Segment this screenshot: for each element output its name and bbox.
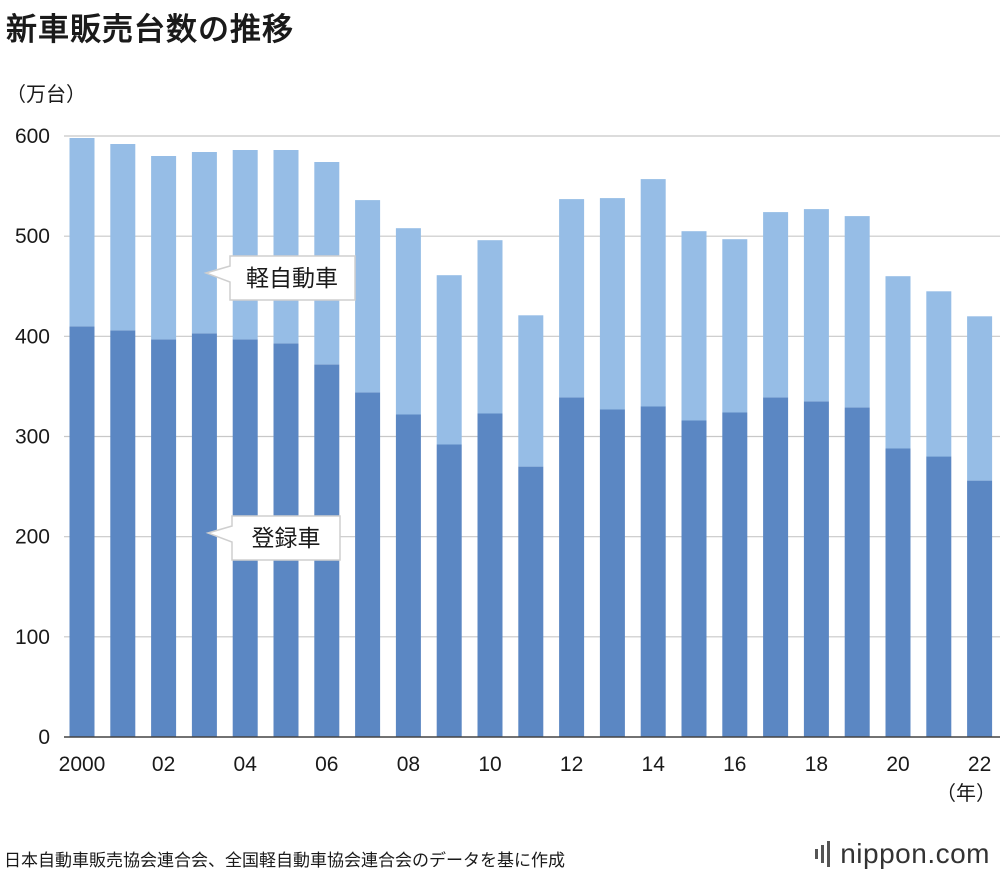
brand-mark-icon bbox=[815, 841, 831, 867]
bar-registered bbox=[599, 409, 625, 737]
x-tick-label: 18 bbox=[805, 753, 828, 776]
bar-registered bbox=[69, 326, 95, 737]
bar-kei bbox=[69, 138, 95, 327]
chart-title: 新車販売台数の推移 bbox=[6, 12, 294, 48]
legend-label-kei: 軽自動車 bbox=[246, 266, 338, 292]
bar-kei bbox=[722, 239, 748, 413]
bars bbox=[69, 138, 993, 737]
bar-kei bbox=[967, 316, 993, 481]
x-tick-label: 06 bbox=[315, 753, 338, 776]
bar-registered bbox=[395, 414, 421, 737]
x-tick-label: 04 bbox=[234, 753, 258, 776]
legend-label-registered: 登録車 bbox=[252, 526, 321, 552]
x-tick-label: 12 bbox=[560, 753, 583, 776]
bar-registered bbox=[640, 406, 666, 737]
bar-registered bbox=[518, 466, 544, 737]
bar-registered bbox=[803, 401, 829, 737]
y-axis-ticks: 0 100 200 300 400 500 600 bbox=[15, 125, 50, 749]
x-axis-ticks: 2000 02 04 06 08 10 12 14 16 18 20 22 bbox=[59, 753, 992, 776]
bar-kei bbox=[151, 156, 177, 340]
x-tick-label: 02 bbox=[152, 753, 175, 776]
legend-callout-kei: 軽自動車 bbox=[203, 255, 356, 301]
bar-registered bbox=[722, 412, 748, 737]
bar-registered bbox=[151, 339, 177, 737]
bar-kei bbox=[681, 231, 707, 421]
bar-kei bbox=[477, 240, 503, 414]
x-axis-unit-label: （年） bbox=[936, 781, 996, 805]
source-note: 日本自動車販売協会連合会、全国軽自動車協会連合会のデータを基に作成 bbox=[4, 851, 565, 871]
y-tick-label: 600 bbox=[15, 125, 50, 148]
bar-kei bbox=[844, 216, 870, 408]
y-tick-label: 200 bbox=[15, 526, 50, 549]
y-axis-unit-label: （万台） bbox=[6, 82, 86, 106]
bar-registered bbox=[559, 397, 585, 737]
bar-kei bbox=[436, 275, 462, 445]
x-tick-label: 2000 bbox=[59, 753, 106, 776]
bar-kei bbox=[395, 228, 421, 415]
bar-registered bbox=[967, 480, 993, 737]
x-tick-label: 22 bbox=[968, 753, 991, 776]
y-tick-label: 300 bbox=[15, 426, 50, 449]
bar-kei bbox=[599, 198, 625, 410]
y-tick-label: 400 bbox=[15, 325, 50, 348]
bar-kei bbox=[355, 200, 381, 393]
bar-registered bbox=[355, 392, 381, 737]
bar-registered bbox=[436, 444, 462, 737]
bar-registered bbox=[763, 397, 789, 737]
bar-kei bbox=[640, 179, 666, 407]
bar-kei bbox=[559, 199, 585, 398]
x-tick-label: 20 bbox=[886, 753, 909, 776]
bar-kei bbox=[191, 152, 217, 334]
bar-kei bbox=[232, 150, 258, 340]
bar-kei bbox=[803, 209, 829, 402]
bar-kei bbox=[110, 144, 136, 331]
brand-logo: nippon.com bbox=[815, 838, 990, 870]
y-tick-label: 100 bbox=[15, 626, 50, 649]
bar-registered bbox=[844, 407, 870, 737]
bar-kei bbox=[273, 150, 299, 344]
x-tick-label: 08 bbox=[397, 753, 420, 776]
bar-registered bbox=[926, 456, 952, 737]
x-tick-label: 14 bbox=[642, 753, 666, 776]
bar-registered bbox=[681, 420, 707, 737]
y-tick-label: 0 bbox=[38, 726, 50, 749]
bar-kei bbox=[885, 276, 911, 449]
legend-callout-registered: 登録車 bbox=[205, 515, 341, 561]
x-tick-label: 16 bbox=[723, 753, 746, 776]
y-tick-label: 500 bbox=[15, 225, 50, 248]
brand-name: nippon.com bbox=[840, 838, 990, 869]
bar-registered bbox=[477, 413, 503, 737]
bar-registered bbox=[110, 330, 136, 737]
bar-kei bbox=[926, 291, 952, 457]
bar-kei bbox=[518, 315, 544, 467]
bar-kei bbox=[763, 212, 789, 398]
bar-registered bbox=[885, 448, 911, 737]
x-tick-label: 10 bbox=[478, 753, 501, 776]
